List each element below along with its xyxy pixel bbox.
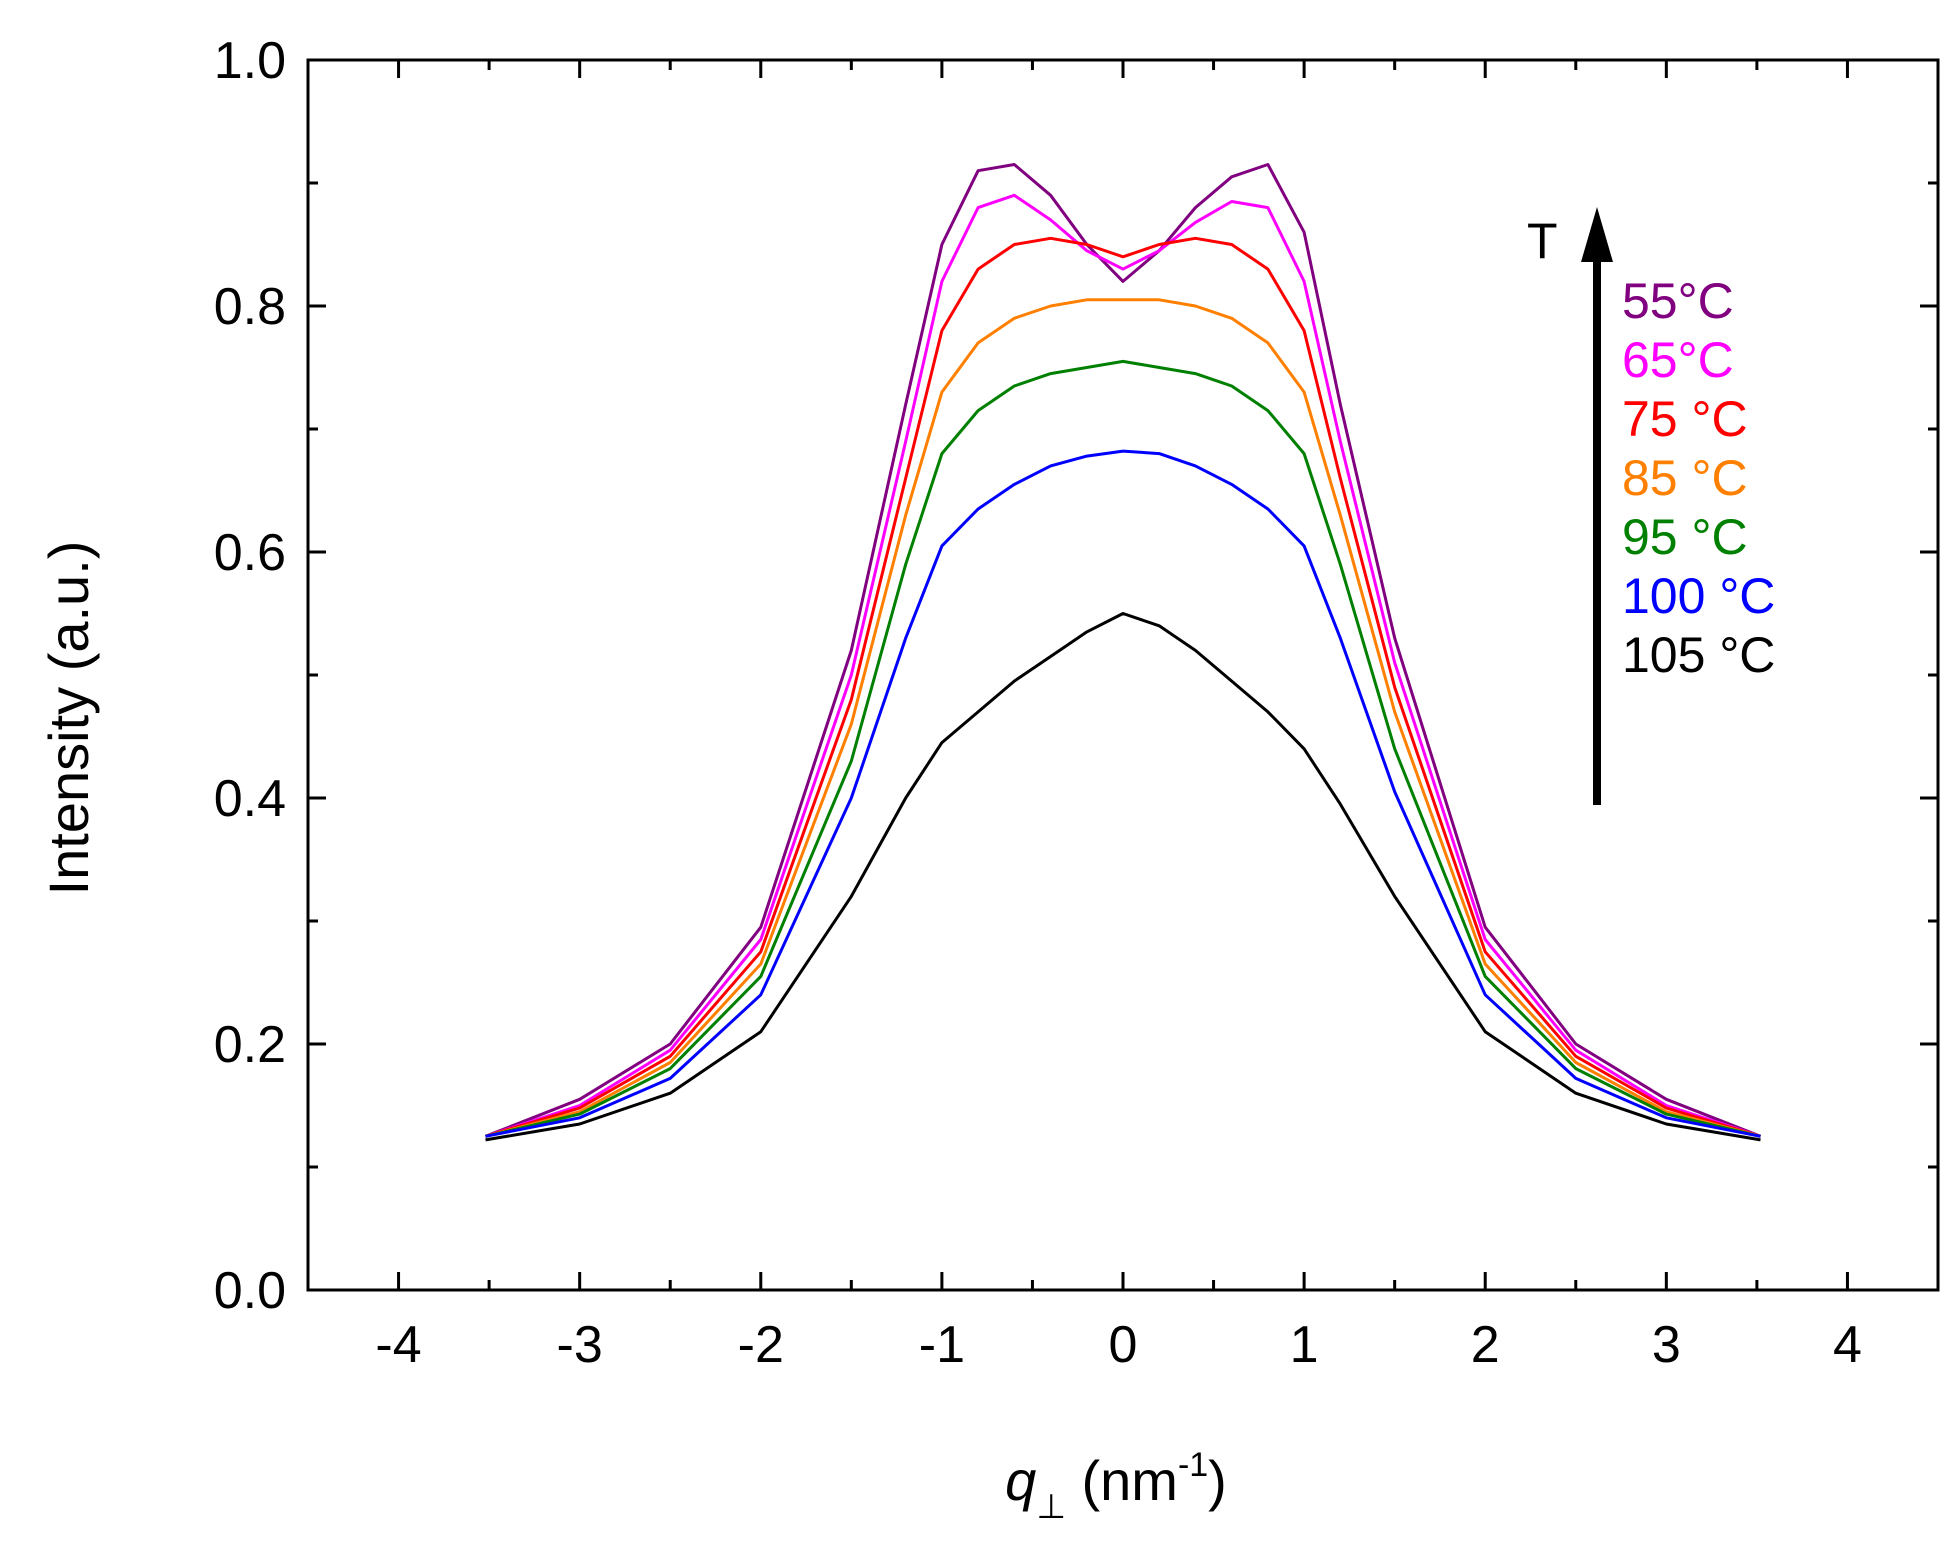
x-tick-label: -4 bbox=[375, 1316, 421, 1374]
x-tick-label: 3 bbox=[1652, 1316, 1681, 1374]
x-axis-unit-superscript: -1 bbox=[1178, 1446, 1208, 1484]
ticks-layer: -4 -3 -2 -1 0 1 2 3 4 0.0 0.2 0.4 0.6 0.8 1.0 bbox=[214, 32, 1938, 1374]
y-tick-label: 0.8 bbox=[214, 278, 286, 336]
x-axis-unit-close: ) bbox=[1208, 1449, 1227, 1512]
y-tick-label: 0.0 bbox=[214, 1262, 286, 1320]
x-axis-symbol: q bbox=[1005, 1449, 1036, 1512]
y-tick-label: 0.2 bbox=[214, 1016, 286, 1074]
legend-entry-65C: 65°C bbox=[1622, 332, 1734, 388]
series-line-95C bbox=[485, 359, 1761, 1138]
series-line-65C bbox=[485, 193, 1761, 1138]
temperature-arrow-head bbox=[1581, 207, 1613, 262]
legend-entry-100C: 100 °C bbox=[1622, 568, 1775, 624]
series-line-55C bbox=[484, 163, 1762, 1138]
y-axis-title: Intensity (a.u.) bbox=[37, 541, 100, 896]
series-line-100C bbox=[485, 449, 1761, 1138]
y-tick-label: 0.6 bbox=[214, 524, 286, 582]
legend-entry-95C: 95 °C bbox=[1622, 509, 1748, 565]
x-axis-subscript: ⊥ bbox=[1036, 1488, 1066, 1526]
series-line-75C bbox=[485, 236, 1761, 1138]
legend-entry-55C: 55°C bbox=[1622, 273, 1734, 329]
y-tick-label: 0.4 bbox=[214, 770, 286, 828]
x-tick-label: -1 bbox=[919, 1316, 965, 1374]
legend-entry-85C: 85 °C bbox=[1622, 450, 1748, 506]
x-tick-label: 0 bbox=[1109, 1316, 1138, 1374]
x-tick-label: -2 bbox=[738, 1316, 784, 1374]
legend-entry-105C: 105 °C bbox=[1622, 627, 1775, 683]
x-axis-unit: (nm bbox=[1066, 1449, 1178, 1512]
x-tick-label: 2 bbox=[1471, 1316, 1500, 1374]
x-axis-title: q⊥ (nm-1) bbox=[1005, 1446, 1227, 1526]
y-tick-label: 1.0 bbox=[214, 32, 286, 90]
legend-entry-75C: 75 °C bbox=[1622, 391, 1748, 447]
x-tick-label: 1 bbox=[1290, 1316, 1319, 1374]
x-tick-label: 4 bbox=[1833, 1316, 1862, 1374]
series-line-85C bbox=[485, 298, 1761, 1138]
series-layer bbox=[484, 163, 1762, 1142]
x-tick-label: -3 bbox=[557, 1316, 603, 1374]
series-line-105C bbox=[485, 612, 1761, 1142]
temperature-arrow-label: T bbox=[1527, 213, 1558, 269]
